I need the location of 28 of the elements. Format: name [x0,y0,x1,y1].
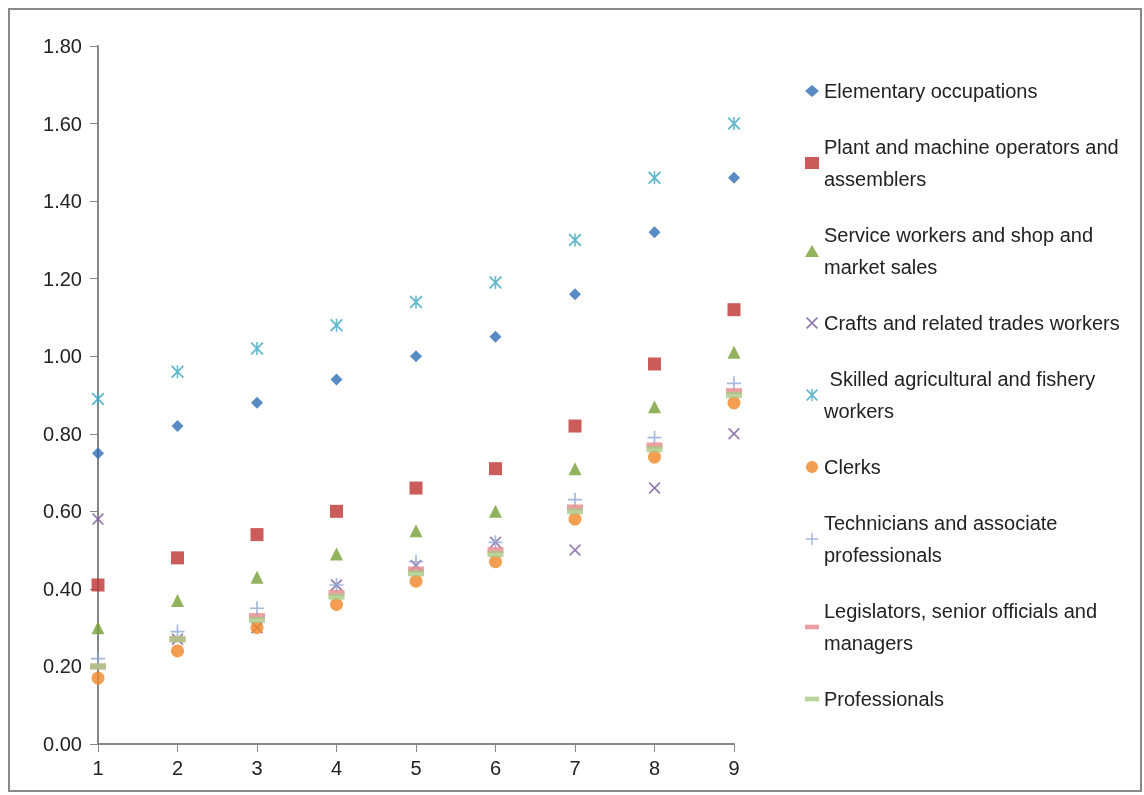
y-tick-label: 1.00 [43,345,82,368]
legend-label: Skilled agricultural and fishery workers [823,368,1101,422]
y-tick-label: 1.80 [43,35,82,57]
x-tick-label: 6 [489,757,502,779]
x-tick-label: 2 [171,757,184,779]
legend-label: Service workers and shop and market sales [824,224,1099,278]
x-tick-label: 7 [569,757,581,779]
x-tick-label: 1 [92,757,104,779]
legend-label: Crafts and related trades workers [824,312,1120,334]
legend-label: Elementary occupations [824,80,1038,102]
legend-label: Professionals [824,688,945,710]
x-tick-label: 5 [410,757,422,779]
y-tick-label: 0.00 [43,733,82,755]
legend-label: Plant and machine operators and assemblers [824,136,1125,190]
legend-label: Technicians and associate professionals [824,512,1064,566]
y-tick-label: 0.20 [43,655,82,678]
y-tick-label: 1.20 [43,267,82,290]
x-tick-label: 9 [728,757,740,779]
x-tick-label: 4 [330,757,343,779]
legend-label: Legislators, senior officials and managers [824,600,1103,654]
legend-label: Clerks [824,456,881,478]
x-tick-label: 3 [251,757,263,779]
y-tick-label: 1.40 [43,190,82,213]
y-tick-label: 1.60 [43,112,82,135]
x-tick-label: 8 [648,757,661,779]
y-tick-label: 0.40 [43,577,82,600]
y-tick-label: 0.80 [43,422,82,445]
y-tick-label: 0.60 [43,500,82,523]
